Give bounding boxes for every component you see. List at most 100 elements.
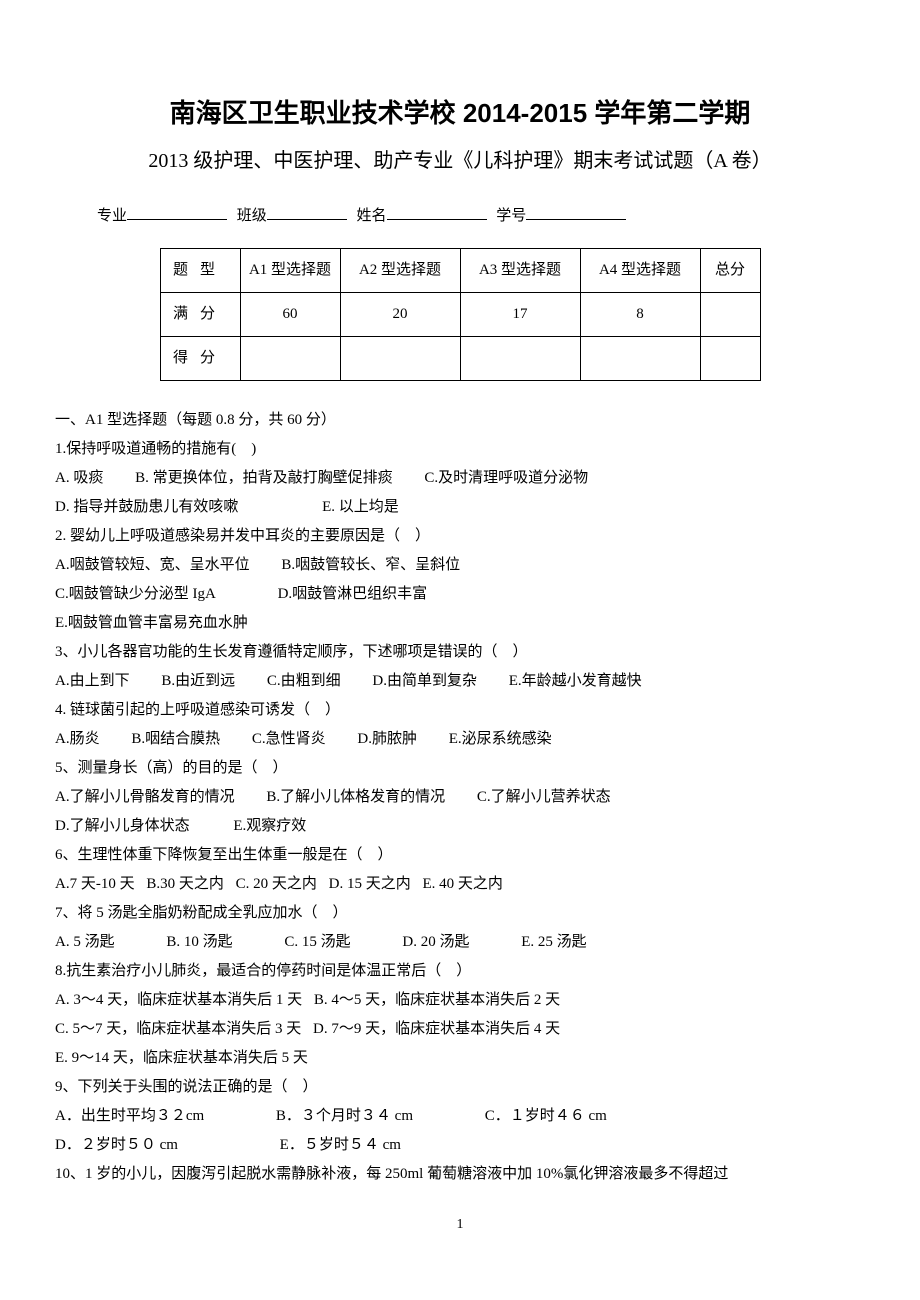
question-options: A. 3～4 天，临床症状基本消失后 1 天 B. 4～5 天，临床症状基本消失… bbox=[55, 987, 865, 1014]
question-options: A．出生时平均３２cm B．３个月时３４ cm C．１岁时４６ cm bbox=[55, 1103, 865, 1130]
col-header: A1 型选择题 bbox=[240, 248, 340, 292]
full-mark-cell: 20 bbox=[340, 292, 460, 336]
option-e: E.年龄越小发育越快 bbox=[509, 668, 642, 695]
page-number: 1 bbox=[55, 1212, 865, 1237]
option-d: D．２岁时５０ cm bbox=[55, 1132, 178, 1159]
question-options: A. 5 汤匙 B. 10 汤匙 C. 15 汤匙 D. 20 汤匙 E. 25… bbox=[55, 929, 865, 956]
score-cell[interactable] bbox=[460, 336, 580, 380]
score-cell[interactable] bbox=[340, 336, 460, 380]
question-stem: 10、1 岁的小儿，因腹泻引起脱水需静脉补液，每 250ml 葡萄糖溶液中加 1… bbox=[55, 1161, 865, 1188]
row-label-score: 得分 bbox=[160, 336, 240, 380]
option-b: B.由近到远 bbox=[161, 668, 235, 695]
option-a: A. 5 汤匙 bbox=[55, 929, 115, 956]
full-mark-cell: 17 bbox=[460, 292, 580, 336]
option-b: B．３个月时３４ cm bbox=[276, 1103, 413, 1130]
option-b: B.咽鼓管较长、窄、呈斜位 bbox=[281, 552, 460, 579]
question-options: A.咽鼓管较短、宽、呈水平位 B.咽鼓管较长、窄、呈斜位 bbox=[55, 552, 865, 579]
question-stem: 7、将 5 汤匙全脂奶粉配成全乳应加水（ ） bbox=[55, 900, 865, 927]
question-options: C.咽鼓管缺少分泌型 IgA D.咽鼓管淋巴组织丰富 bbox=[55, 581, 865, 608]
score-cell[interactable] bbox=[240, 336, 340, 380]
col-header: A4 型选择题 bbox=[580, 248, 700, 292]
option-e: E. 以上均是 bbox=[322, 494, 399, 521]
option-d: D.由简单到复杂 bbox=[372, 668, 477, 695]
full-mark-cell: 60 bbox=[240, 292, 340, 336]
question-options: A.肠炎 B.咽结合膜热 C.急性肾炎 D.肺脓肿 E.泌尿系统感染 bbox=[55, 726, 865, 753]
option-b: B. 常更换体位，拍背及敲打胸壁促排痰 bbox=[135, 465, 393, 492]
option-b: B. 10 汤匙 bbox=[166, 929, 232, 956]
option-e: E. 40 天之内 bbox=[422, 871, 502, 898]
option-a: A.了解小儿骨骼发育的情况 bbox=[55, 784, 235, 811]
option-e: E.观察疗效 bbox=[233, 813, 306, 840]
col-header: A3 型选择题 bbox=[460, 248, 580, 292]
col-header-total: 总分 bbox=[700, 248, 760, 292]
name-label: 姓名 bbox=[357, 208, 387, 224]
major-label: 专业 bbox=[97, 208, 127, 224]
table-row: 满分 60 20 17 8 bbox=[160, 292, 760, 336]
question-stem: 4. 链球菌引起的上呼吸道感染可诱发（ ） bbox=[55, 697, 865, 724]
option-a: A.7 天-10 天 bbox=[55, 871, 135, 898]
question-options: A.7 天-10 天 B.30 天之内 C. 20 天之内 D. 15 天之内 … bbox=[55, 871, 865, 898]
option-e: E. 25 汤匙 bbox=[521, 929, 586, 956]
table-row: 得分 bbox=[160, 336, 760, 380]
full-mark-cell: 8 bbox=[580, 292, 700, 336]
question-options: D. 指导并鼓励患儿有效咳嗽 E. 以上均是 bbox=[55, 494, 865, 521]
question-stem: 1.保持呼吸道通畅的措施有( ) bbox=[55, 436, 865, 463]
option-b: B. 4～5 天，临床症状基本消失后 2 天 bbox=[314, 987, 560, 1014]
question-options: E.咽鼓管血管丰富易充血水肿 bbox=[55, 610, 865, 637]
option-a: A.肠炎 bbox=[55, 726, 100, 753]
option-b: B.咽结合膜热 bbox=[131, 726, 220, 753]
question-options: A.了解小儿骨骼发育的情况 B.了解小儿体格发育的情况 C.了解小儿营养状态 bbox=[55, 784, 865, 811]
option-a: A.由上到下 bbox=[55, 668, 130, 695]
col-header: A2 型选择题 bbox=[340, 248, 460, 292]
option-d: D. 指导并鼓励患儿有效咳嗽 bbox=[55, 494, 238, 521]
option-e: E. 9～14 天，临床症状基本消失后 5 天 bbox=[55, 1045, 308, 1072]
name-blank[interactable] bbox=[387, 205, 487, 220]
option-e: E.咽鼓管血管丰富易充血水肿 bbox=[55, 610, 248, 637]
option-d: D. 15 天之内 bbox=[329, 871, 411, 898]
option-c: C.及时清理呼吸道分泌物 bbox=[424, 465, 588, 492]
score-total-cell[interactable] bbox=[700, 336, 760, 380]
option-c: C. 15 汤匙 bbox=[284, 929, 350, 956]
question-stem: 5、测量身长（高）的目的是（ ） bbox=[55, 755, 865, 782]
option-e: E．５岁时５４ cm bbox=[280, 1132, 401, 1159]
option-c: C.咽鼓管缺少分泌型 IgA bbox=[55, 581, 216, 608]
question-options: E. 9～14 天，临床症状基本消失后 5 天 bbox=[55, 1045, 865, 1072]
full-mark-total bbox=[700, 292, 760, 336]
option-a: A．出生时平均３２cm bbox=[55, 1103, 204, 1130]
row-label-type: 题型 bbox=[160, 248, 240, 292]
option-c: C.了解小儿营养状态 bbox=[477, 784, 611, 811]
score-table: 题型 A1 型选择题 A2 型选择题 A3 型选择题 A4 型选择题 总分 满分… bbox=[160, 248, 761, 381]
question-options: C. 5～7 天，临床症状基本消失后 3 天 D. 7～9 天，临床症状基本消失… bbox=[55, 1016, 865, 1043]
score-cell[interactable] bbox=[580, 336, 700, 380]
option-c: C. 5～7 天，临床症状基本消失后 3 天 bbox=[55, 1016, 301, 1043]
question-options: A.由上到下 B.由近到远 C.由粗到细 D.由简单到复杂 E.年龄越小发育越快 bbox=[55, 668, 865, 695]
option-d: D. 7～9 天，临床症状基本消失后 4 天 bbox=[313, 1016, 560, 1043]
option-a: A. 吸痰 bbox=[55, 465, 103, 492]
option-e: E.泌尿系统感染 bbox=[449, 726, 552, 753]
option-a: A. 3～4 天，临床症状基本消失后 1 天 bbox=[55, 987, 302, 1014]
id-blank[interactable] bbox=[526, 205, 626, 220]
question-stem: 6、生理性体重下降恢复至出生体重一般是在（ ） bbox=[55, 842, 865, 869]
option-c: C.急性肾炎 bbox=[252, 726, 326, 753]
student-info-line: 专业 班级 姓名 学号 bbox=[55, 203, 865, 230]
class-blank[interactable] bbox=[267, 205, 347, 220]
option-b: B.了解小儿体格发育的情况 bbox=[266, 784, 445, 811]
question-options: A. 吸痰 B. 常更换体位，拍背及敲打胸壁促排痰 C.及时清理呼吸道分泌物 bbox=[55, 465, 865, 492]
question-stem: 3、小儿各器官功能的生长发育遵循特定顺序，下述哪项是错误的（ ） bbox=[55, 639, 865, 666]
question-stem: 8.抗生素治疗小儿肺炎，最适合的停药时间是体温正常后（ ） bbox=[55, 958, 865, 985]
option-d: D.了解小儿身体状态 bbox=[55, 813, 190, 840]
exam-title: 南海区卫生职业技术学校 2014-2015 学年第二学期 bbox=[55, 90, 865, 137]
question-options: D．２岁时５０ cm E．５岁时５４ cm bbox=[55, 1132, 865, 1159]
id-label: 学号 bbox=[496, 208, 526, 224]
row-label-full: 满分 bbox=[160, 292, 240, 336]
major-blank[interactable] bbox=[127, 205, 227, 220]
question-stem: 2. 婴幼儿上呼吸道感染易并发中耳炎的主要原因是（ ） bbox=[55, 523, 865, 550]
exam-subtitle: 2013 级护理、中医护理、助产专业《儿科护理》期末考试试题（A 卷） bbox=[55, 143, 865, 179]
question-stem: 9、下列关于头围的说法正确的是（ ） bbox=[55, 1074, 865, 1101]
class-label: 班级 bbox=[237, 208, 267, 224]
option-c: C．１岁时４６ cm bbox=[485, 1103, 607, 1130]
option-d: D.肺脓肿 bbox=[357, 726, 417, 753]
question-options: D.了解小儿身体状态 E.观察疗效 bbox=[55, 813, 865, 840]
table-row: 题型 A1 型选择题 A2 型选择题 A3 型选择题 A4 型选择题 总分 bbox=[160, 248, 760, 292]
option-c: C.由粗到细 bbox=[267, 668, 341, 695]
